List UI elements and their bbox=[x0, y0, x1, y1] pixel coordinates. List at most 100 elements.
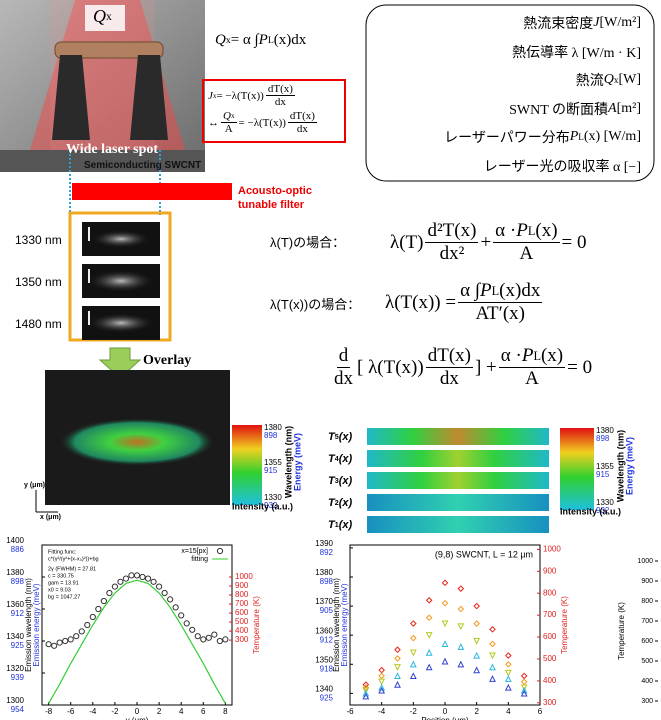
fit-text: bg = 1047.27 bbox=[48, 594, 80, 600]
math-symbol: Q bbox=[93, 6, 106, 27]
y2-tick-label: 800 bbox=[543, 588, 557, 597]
y-tick-label: 800 bbox=[641, 598, 653, 605]
math-text: λ(T(x)) = bbox=[385, 292, 456, 314]
profile-stripe bbox=[367, 428, 549, 445]
y2-axis-title: Temperature (K) bbox=[252, 596, 261, 654]
profile-stripe bbox=[367, 494, 549, 511]
math-text: (x) bbox=[535, 220, 557, 242]
math-text: = 0 bbox=[567, 357, 592, 379]
math-symbol: P bbox=[480, 280, 492, 302]
y2-tick-label: 500 bbox=[543, 654, 557, 663]
math-text: ↔ bbox=[208, 117, 219, 129]
x-tick-label: -8 bbox=[45, 707, 53, 716]
math-symbol: A bbox=[608, 101, 617, 117]
y-axis-title: Temperature (K) bbox=[617, 602, 626, 660]
math-text: d bbox=[339, 345, 349, 367]
math-symbol: P bbox=[522, 345, 534, 367]
emission-spot bbox=[87, 313, 155, 333]
y2-tick-label: 900 bbox=[235, 581, 249, 590]
math-text: 熱流 bbox=[576, 70, 604, 90]
subscript: L bbox=[528, 224, 536, 239]
math-text: ] + bbox=[475, 357, 497, 379]
y-tick-label: 600 bbox=[641, 638, 653, 645]
math-symbol: T bbox=[328, 431, 335, 443]
profile-stripe bbox=[367, 516, 549, 533]
energy-tick-label: 912 bbox=[11, 609, 25, 618]
colorbar-energy-title: Energy (meV) bbox=[292, 433, 302, 491]
case-equation: λ(T(x)) = α ∫ PL(x)dxAT′(x) bbox=[385, 280, 544, 325]
denominator: AT′(x) bbox=[473, 303, 527, 325]
subscript: L bbox=[533, 349, 541, 364]
fit-text: gam = 13.91 bbox=[48, 580, 79, 586]
colorbar-energy-title: Energy (meV) bbox=[624, 437, 634, 495]
math-symbol: Q bbox=[215, 32, 226, 49]
definition-line: 熱伝導率 λ [W/m · K] bbox=[361, 38, 641, 67]
y2-tick-label: 600 bbox=[235, 608, 249, 617]
numerator: dT(x) bbox=[288, 110, 317, 123]
fit-text: 2γ (FWHM) = 27.81 bbox=[48, 566, 96, 572]
y2-tick-label: 500 bbox=[235, 617, 249, 626]
denominator: A bbox=[223, 123, 235, 135]
x-tick-label: 2 bbox=[157, 707, 162, 716]
y2-tick-label: 300 bbox=[543, 698, 557, 707]
math-symbol: T bbox=[328, 453, 335, 465]
x-tick-label: 0 bbox=[443, 707, 448, 716]
fraction: α ∫ PL(x)dxAT′(x) bbox=[458, 280, 542, 325]
x-axis-label: x (μm) bbox=[40, 514, 61, 521]
schematic-q-label: Qx bbox=[93, 6, 112, 27]
x-tick-label: -6 bbox=[346, 707, 354, 716]
y-tick-label: 900 bbox=[641, 578, 653, 585]
profile-label: T1(x) bbox=[328, 514, 352, 536]
math-text: λ(T) bbox=[390, 232, 423, 254]
math-text: A bbox=[519, 243, 533, 265]
definitions: 熱流束密度 J [W/m²]熱伝導率 λ [W/m · K]熱流 Qx [W]S… bbox=[361, 9, 641, 180]
y-tick-label: 1320 bbox=[6, 664, 24, 673]
scale-bar bbox=[88, 311, 90, 325]
math-text: [W/m²] bbox=[599, 15, 641, 31]
profile-label: T5(x) bbox=[328, 426, 352, 448]
math-text: 熱流束密度 bbox=[523, 13, 593, 33]
y-axis-label: y (μm) bbox=[24, 482, 45, 489]
math-text: (x) bbox=[339, 431, 352, 443]
y-tick-label: 300 bbox=[641, 698, 653, 705]
wavelength-label: 1350 nm bbox=[15, 275, 62, 289]
math-symbol: T bbox=[328, 519, 335, 531]
filter-label-line: tunable filter bbox=[238, 198, 312, 212]
filter-bar bbox=[72, 183, 232, 200]
math-text: = −λ(T(x)) bbox=[239, 117, 286, 129]
definition-line: レーザー光の吸収率 α [−] bbox=[361, 152, 641, 181]
wavelength-label: 1480 nm bbox=[15, 317, 62, 331]
case-label: λ(T(x))の場合： bbox=[270, 294, 360, 313]
math-text: dx bbox=[297, 123, 308, 135]
math-symbol: P bbox=[570, 129, 579, 145]
math-text: dx bbox=[334, 368, 353, 390]
y-tick-label: 1340 bbox=[6, 632, 24, 641]
y-tick-label: 500 bbox=[641, 658, 653, 665]
flux-equation: Jx = −λ(T(x))dT(x)dx bbox=[208, 83, 297, 108]
math-text: = −λ(T(x)) bbox=[216, 90, 263, 102]
math-symbol: Q bbox=[223, 110, 231, 122]
fraction: QxA bbox=[221, 110, 237, 135]
energy-tick-label: 925 bbox=[11, 641, 25, 650]
y-tick-label: 1390 bbox=[315, 539, 333, 548]
numerator: d²T(x) bbox=[425, 220, 478, 243]
scale-bar bbox=[88, 227, 90, 241]
y2-tick-label: 1000 bbox=[235, 572, 253, 581]
subscript: L bbox=[492, 284, 500, 299]
denominator: dx bbox=[273, 96, 288, 108]
slide: 138089813559151330932Wavelength (nm)Ener… bbox=[0, 0, 661, 720]
y-tick-label: 1340 bbox=[315, 684, 333, 693]
x-axis-title: Position (μm) bbox=[421, 716, 469, 720]
plot-frame bbox=[350, 545, 540, 705]
math-text: dx² bbox=[440, 243, 465, 265]
math-text: (x)dx bbox=[274, 32, 307, 49]
denominator: A bbox=[517, 243, 535, 265]
definition-line: 熱流束密度 J [W/m²] bbox=[361, 9, 641, 38]
y-tick-label: 1380 bbox=[6, 568, 24, 577]
energy-tick-label: 892 bbox=[320, 548, 334, 557]
legend-label: fitting bbox=[191, 556, 208, 563]
